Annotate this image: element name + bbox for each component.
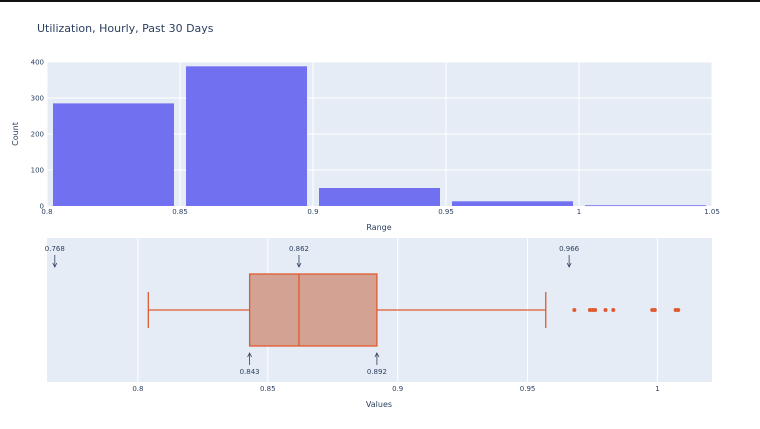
boxplot-annotation-label: 0.768 bbox=[45, 245, 65, 253]
boxplot-annotation-arrowhead bbox=[296, 262, 302, 268]
histogram-bar bbox=[186, 66, 307, 206]
histogram-x-tick-label: 0.95 bbox=[438, 208, 454, 216]
boxplot-x-tick-label: 0.9 bbox=[392, 385, 403, 393]
histogram-bar bbox=[452, 201, 573, 206]
histogram-bars bbox=[53, 66, 706, 207]
boxplot-marks bbox=[147, 273, 681, 347]
histogram-y-tick-label: 400 bbox=[31, 59, 44, 67]
histogram-bar bbox=[585, 205, 706, 207]
histogram-x-tick-label: 1 bbox=[577, 208, 581, 216]
histogram-y-tick-label: 200 bbox=[31, 131, 44, 139]
histogram-y-tick-label: 100 bbox=[31, 167, 44, 175]
boxplot-outlier-point bbox=[611, 308, 616, 312]
boxplot-annotation-label: 0.892 bbox=[367, 368, 387, 376]
histogram-x-ticks: 0.8 0.85 0.9 0.95 1 1.05 bbox=[41, 208, 719, 216]
boxplot-annotation-arrowhead bbox=[52, 262, 58, 268]
boxplot-annotation-label: 0.966 bbox=[559, 245, 580, 253]
histogram-y-axis-label: Count bbox=[11, 122, 20, 146]
boxplot-x-tick-label: 1 bbox=[655, 385, 659, 393]
boxplot-x-tick-label: 0.95 bbox=[520, 385, 536, 393]
boxplot-box bbox=[248, 273, 378, 347]
boxplot-x-ticks: 0.8 0.85 0.9 0.95 1 bbox=[132, 385, 659, 393]
boxplot-outlier-point bbox=[593, 308, 598, 312]
boxplot-x-axis-label: Values bbox=[366, 400, 392, 409]
boxplot-outlier-point bbox=[603, 308, 608, 312]
boxplot-x-tick-label: 0.8 bbox=[132, 385, 143, 393]
boxplot-outlier-point bbox=[676, 308, 681, 312]
histogram-x-axis-label: Range bbox=[366, 223, 391, 232]
boxplot-annotation-arrowhead bbox=[374, 352, 380, 358]
top-border bbox=[0, 0, 760, 2]
histogram-x-tick-label: 1.05 bbox=[704, 208, 720, 216]
histogram-bar bbox=[319, 188, 440, 206]
boxplot-outlier-point bbox=[652, 308, 657, 312]
boxplot-annotation-arrowhead bbox=[566, 262, 572, 268]
histogram-y-ticks: 0 100 200 300 400 bbox=[31, 59, 44, 211]
histogram-y-tick-label: 0 bbox=[40, 203, 44, 211]
boxplot-outlier-point bbox=[572, 308, 577, 312]
histogram-x-tick-label: 0.85 bbox=[172, 208, 188, 216]
boxplot-annotation-label: 0.843 bbox=[240, 368, 260, 376]
boxplot-annotation-arrowhead bbox=[247, 352, 252, 358]
histogram-bar bbox=[53, 103, 174, 206]
chart-title: Utilization, Hourly, Past 30 Days bbox=[37, 22, 214, 35]
boxplot-panel: 0.768 0.862 0.966 0.843 0.892 0.8 0.85 0.9 0.95… bbox=[45, 238, 712, 409]
boxplot-annotations: 0.768 0.862 0.966 0.843 0.892 bbox=[45, 245, 580, 376]
histogram-x-tick-label: 0.9 bbox=[307, 208, 318, 216]
boxplot-x-tick-label: 0.85 bbox=[260, 385, 276, 393]
histogram-x-tick-label: 0.8 bbox=[41, 208, 52, 216]
boxplot-annotation-label: 0.862 bbox=[289, 245, 309, 253]
histogram-y-tick-label: 300 bbox=[31, 95, 44, 103]
